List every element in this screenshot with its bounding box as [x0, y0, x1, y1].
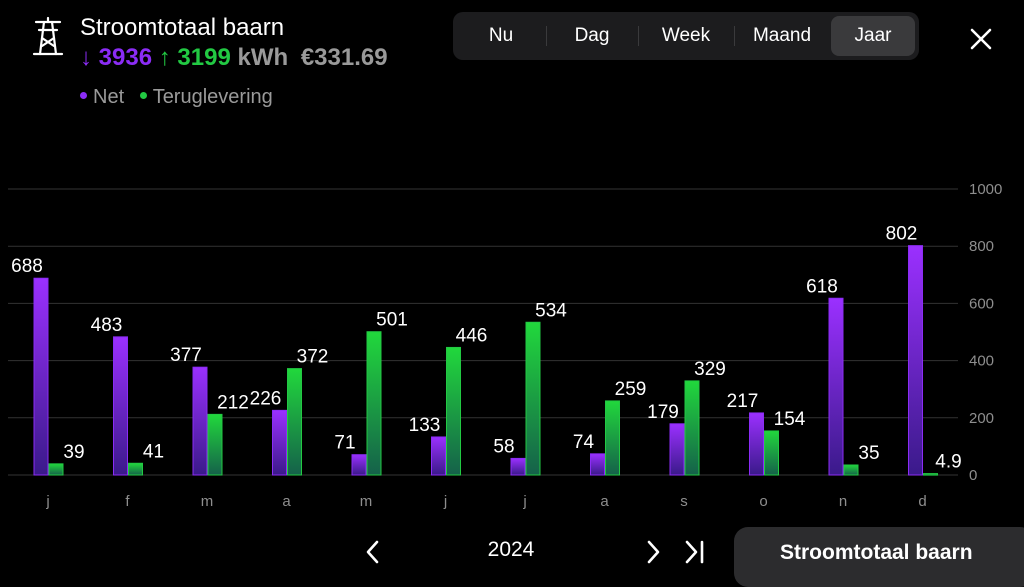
data-label-net: 226 [250, 388, 282, 409]
bar-net [431, 436, 446, 476]
y-tick-label: 0 [969, 467, 977, 484]
chevron-left-icon[interactable] [360, 536, 386, 568]
bar-net [192, 366, 208, 476]
bar-return [128, 462, 143, 476]
legend-dot-return [139, 92, 147, 100]
net-total: 3936 [98, 44, 153, 71]
close-icon[interactable] [964, 22, 998, 56]
data-label-net: 71 [334, 433, 355, 454]
bar-net [113, 336, 128, 476]
return-total: 3199 [177, 44, 231, 71]
data-label-return: 212 [217, 392, 249, 413]
bar-return [525, 321, 541, 476]
data-label-net: 179 [647, 402, 679, 423]
totals-line: ↓ 3936 ↑ 3199 kWh €331.69 [80, 44, 388, 72]
chevron-right-icon[interactable] [640, 536, 666, 568]
data-label-net: 688 [11, 256, 43, 277]
bar-return [287, 368, 302, 476]
tab-week[interactable]: Week [661, 25, 711, 46]
data-label-net: 58 [493, 436, 514, 457]
tab-divider [734, 26, 735, 46]
x-tick-label: m [201, 493, 214, 510]
x-tick-label: s [680, 493, 688, 510]
y-tick-label: 800 [969, 238, 994, 255]
data-label-net: 483 [91, 315, 123, 336]
x-tick-label: a [282, 493, 291, 510]
y-tick-label: 600 [969, 295, 994, 312]
data-label-net: 217 [727, 391, 759, 412]
data-label-net: 618 [806, 276, 838, 297]
power-pylon-icon [32, 16, 64, 56]
data-label-return: 4.9 [935, 452, 961, 473]
data-label-return: 41 [143, 441, 164, 462]
legend-label-return: Teruglevering [152, 86, 273, 108]
x-tick-label: f [125, 493, 130, 510]
y-tick-label: 1000 [969, 181, 1002, 198]
bar-net [669, 423, 685, 476]
bar-return [207, 413, 223, 476]
skip-to-end-icon[interactable] [680, 536, 710, 568]
legend-dot-net [80, 92, 87, 100]
bar-net [828, 297, 844, 476]
x-tick-label: o [759, 493, 767, 510]
legend-item-return[interactable]: Teruglevering [139, 86, 273, 108]
bar-net [272, 409, 287, 476]
unit-label: kWh [237, 44, 289, 71]
bar-net [749, 412, 764, 476]
bar-net [590, 453, 605, 476]
x-tick-label: m [360, 493, 373, 510]
x-tick-label: j [45, 493, 49, 510]
x-tick-label: j [443, 493, 447, 510]
entity-button[interactable]: Stroomtotaal baarn [734, 527, 1024, 587]
bar-return [48, 463, 64, 476]
bar-net [510, 457, 526, 476]
data-label-return: 446 [456, 325, 488, 346]
bar-return [446, 346, 461, 476]
y-tick-label: 200 [969, 410, 994, 427]
bar-return [764, 430, 779, 476]
x-tick-label: j [522, 493, 526, 510]
data-label-net: 74 [573, 432, 595, 453]
bar-return [684, 380, 700, 476]
data-label-return: 329 [694, 359, 726, 380]
net-arrow: ↓ [80, 44, 92, 71]
data-label-return: 501 [376, 310, 408, 331]
data-label-return: 534 [535, 300, 567, 321]
tab-divider [546, 26, 547, 46]
chart-legend: Net Teruglevering [80, 86, 283, 109]
year-label: 2024 [487, 538, 535, 561]
bar-return [843, 464, 859, 476]
return-arrow: ↑ [158, 44, 171, 71]
data-label-return: 372 [297, 347, 329, 368]
x-tick-label: a [600, 493, 609, 510]
cost-total: €331.69 [300, 44, 388, 71]
data-label-net: 133 [409, 415, 441, 436]
data-label-net: 377 [170, 345, 202, 366]
page-title: Stroomtotaal baarn [80, 14, 285, 41]
entity-button-label: Stroomtotaal baarn [780, 541, 973, 564]
bar-return [923, 473, 938, 476]
data-label-return: 35 [858, 443, 879, 464]
x-tick-label: d [918, 493, 926, 510]
data-label-return: 259 [615, 379, 647, 400]
tab-jaar[interactable]: Jaar [831, 16, 915, 56]
tab-nu[interactable]: Nu [488, 25, 514, 46]
bar-net [33, 277, 49, 476]
tab-maand[interactable]: Maand [752, 25, 812, 46]
tab-dag[interactable]: Dag [574, 25, 610, 46]
bar-net [908, 245, 923, 476]
bar-return [366, 331, 382, 476]
data-label-net: 802 [886, 224, 918, 245]
x-tick-label: n [839, 493, 847, 510]
data-label-return: 39 [63, 442, 84, 463]
period-tabs: Nu Dag Week Maand Jaar [453, 12, 919, 60]
tab-divider [638, 26, 639, 46]
bar-return [605, 400, 620, 476]
y-tick-label: 400 [969, 353, 994, 370]
bar-net [351, 454, 367, 476]
data-label-return: 154 [774, 409, 806, 430]
legend-label-net: Net [93, 86, 125, 108]
legend-item-net[interactable]: Net [80, 86, 124, 108]
